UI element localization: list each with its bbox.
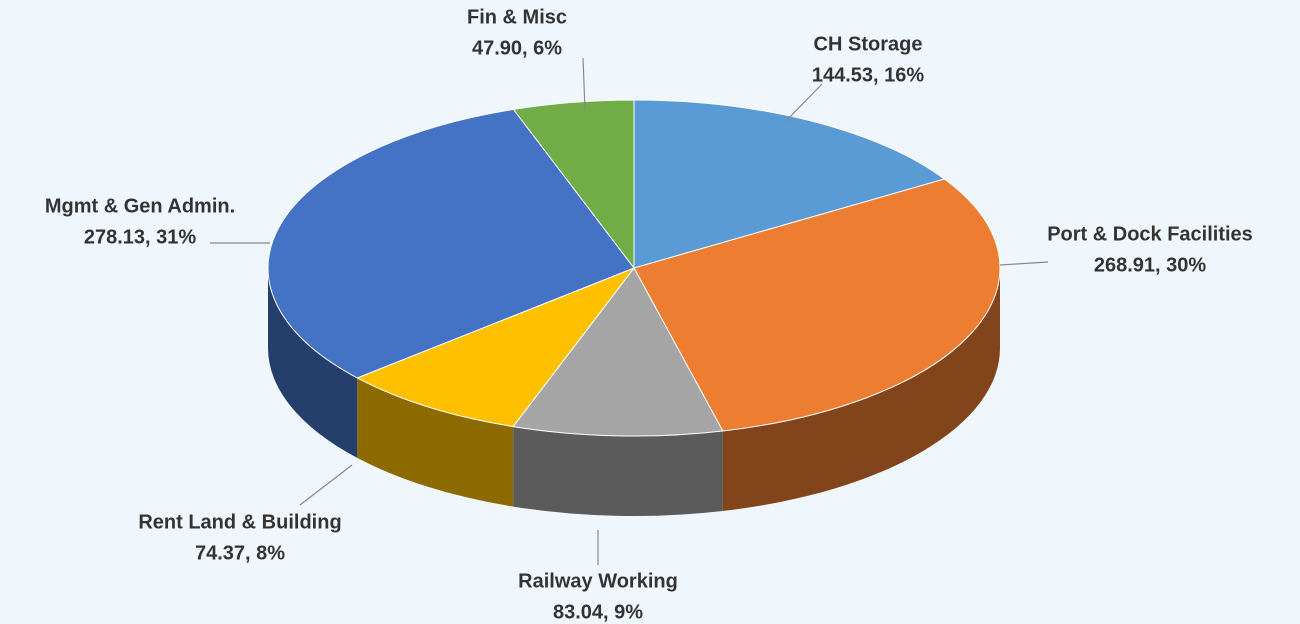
slice-side (722, 268, 1001, 511)
slice-side (513, 426, 723, 516)
leader-line (784, 83, 823, 123)
data-label-name: CH Storage (814, 33, 923, 55)
leader-line (299, 464, 353, 506)
slice (267, 108, 635, 379)
slice (512, 267, 724, 437)
data-label-value: 144.53, 16% (812, 64, 925, 86)
slice-side (357, 377, 514, 507)
slice (633, 99, 946, 269)
data-label-name: Fin & Misc (467, 6, 567, 28)
data-label-value: 83.04, 9% (553, 601, 643, 623)
data-label-name: Port & Dock Facilities (1047, 223, 1253, 245)
leader-line (582, 57, 586, 111)
slice (633, 178, 1001, 432)
data-label-value: 268.91, 30% (1094, 254, 1207, 276)
data-label-value: 74.37, 8% (195, 542, 285, 564)
slice-side (268, 268, 358, 458)
data-label-value: 278.13, 31% (84, 226, 197, 248)
leader-line (999, 261, 1049, 266)
data-label-name: Railway Working (518, 570, 678, 592)
data-label-value: 47.90, 6% (472, 37, 562, 59)
data-label-name: Mgmt & Gen Admin. (45, 195, 235, 217)
slice (356, 266, 636, 428)
data-label-name: Rent Land & Building (138, 511, 341, 533)
slice (512, 99, 635, 270)
